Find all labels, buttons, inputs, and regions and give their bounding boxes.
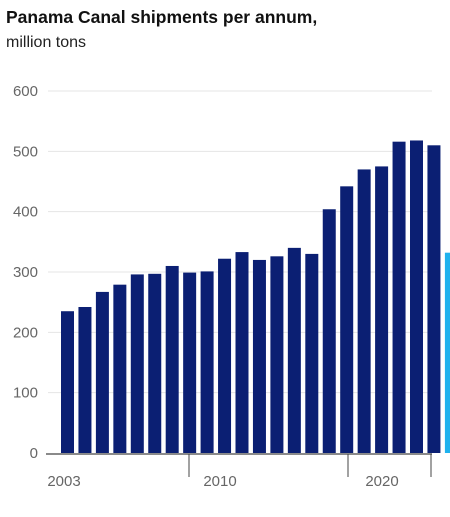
bar bbox=[392, 141, 406, 453]
bar bbox=[427, 145, 441, 454]
bar bbox=[200, 271, 214, 453]
bar bbox=[235, 252, 249, 453]
bar bbox=[95, 291, 109, 453]
x-tick-label: 2020 bbox=[365, 473, 398, 490]
bar bbox=[61, 311, 74, 453]
bar bbox=[130, 274, 144, 453]
bar bbox=[340, 186, 354, 453]
y-tick-label: 100 bbox=[13, 385, 38, 402]
x-tick-label: 2003 bbox=[47, 473, 80, 490]
bar bbox=[357, 169, 371, 453]
bar bbox=[252, 259, 266, 453]
y-tick-label: 500 bbox=[13, 143, 38, 160]
chart-title: Panama Canal shipments per annum, bbox=[6, 7, 318, 27]
chart-subtitle: million tons bbox=[6, 34, 87, 51]
x-axis: 2003 2010 2020 bbox=[46, 453, 432, 490]
y-tick-label: 200 bbox=[13, 324, 38, 341]
y-tick-label: 400 bbox=[13, 204, 38, 221]
y-tick-label: 0 bbox=[30, 445, 38, 462]
bar-highlight bbox=[444, 252, 450, 453]
bar bbox=[287, 247, 301, 453]
bar bbox=[113, 284, 127, 453]
bar bbox=[270, 256, 284, 453]
bar bbox=[183, 272, 197, 453]
bar bbox=[410, 140, 423, 453]
y-tick-label: 300 bbox=[13, 264, 38, 281]
y-axis-labels: 0 100 200 300 400 500 600 bbox=[13, 83, 38, 462]
bar bbox=[165, 265, 179, 453]
bar bbox=[78, 306, 92, 453]
bar bbox=[218, 258, 232, 453]
bar bbox=[375, 166, 389, 453]
y-tick-label: 600 bbox=[13, 83, 38, 100]
x-tick-label: 2010 bbox=[203, 473, 236, 490]
bars bbox=[61, 140, 450, 454]
bar bbox=[322, 209, 336, 453]
bar bbox=[305, 253, 319, 453]
bar bbox=[148, 273, 162, 453]
